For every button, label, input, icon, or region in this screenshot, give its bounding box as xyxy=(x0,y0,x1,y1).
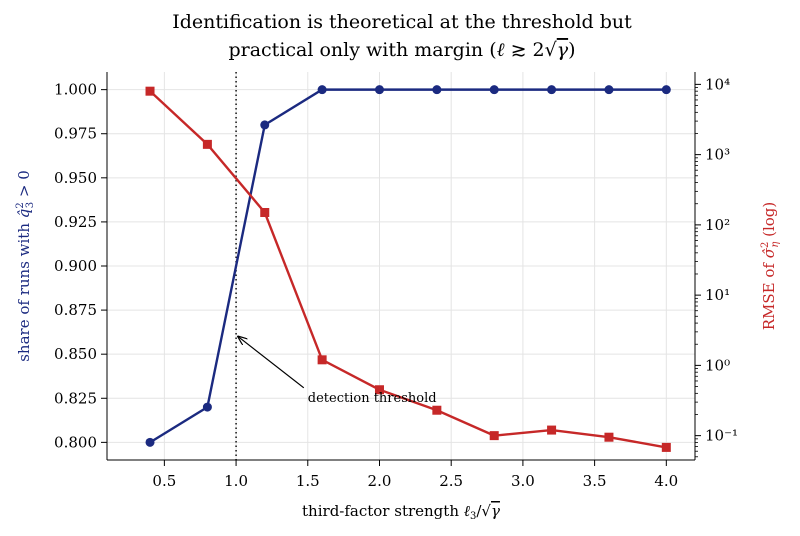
right-label-sup: 2 xyxy=(760,242,771,248)
left-y-tick-label: 1.000 xyxy=(54,81,97,99)
right-y-tick-label: 10⁰ xyxy=(705,356,730,374)
series-1-point xyxy=(661,85,671,95)
left-y-tick-label: 0.925 xyxy=(54,213,97,231)
x-tick-label: 2.5 xyxy=(439,472,463,490)
title-gamma: γ xyxy=(557,39,569,61)
axes-layer: 0.5 1.0 1.5 2.0 2.5 3.0 3.5 4.0 0.800 0.825 0.850 0… xyxy=(54,75,738,490)
chart-title-line1: Identification is theoretical at the thr… xyxy=(172,11,632,33)
series-1-point xyxy=(604,85,614,95)
annotation-arrow xyxy=(238,337,305,389)
title-line2-prefix: practical only with margin ( xyxy=(228,39,496,61)
series-2-point xyxy=(202,139,212,149)
series-2-point xyxy=(317,355,327,365)
x-tick-label: 4.0 xyxy=(654,472,678,490)
series-1-point xyxy=(260,120,270,130)
x-label-gamma: γ xyxy=(491,502,500,520)
x-label-prefix: third-factor strength xyxy=(302,502,464,520)
series-2-point xyxy=(489,431,499,441)
title-line2-suffix: ) xyxy=(568,39,575,61)
series-1-point xyxy=(374,85,384,95)
right-label-sigma: σ̂ xyxy=(760,247,778,258)
left-label-qhat: q̂ xyxy=(15,209,33,219)
series-2-point xyxy=(374,385,384,395)
series-1-point xyxy=(145,437,155,447)
left-label-suffix: > 0 xyxy=(15,170,33,202)
right-y-tick-label: 10³ xyxy=(705,146,730,164)
series-1-point xyxy=(202,402,212,412)
right-y-tick-label: 10² xyxy=(705,216,730,234)
x-tick-label: 1.5 xyxy=(296,472,320,490)
right-y-tick-label: 10⁴ xyxy=(705,75,730,93)
left-y-tick-label: 0.975 xyxy=(54,125,97,143)
left-label-prefix: share of runs with xyxy=(15,218,33,362)
series-1-point xyxy=(489,85,499,95)
x-tick-label: 3.0 xyxy=(511,472,535,490)
series-1-line xyxy=(149,88,667,444)
x-tick-label: 3.5 xyxy=(583,472,607,490)
left-y-tick-label: 0.950 xyxy=(54,169,97,187)
x-tick-label: 1.0 xyxy=(224,472,248,490)
series-2-point xyxy=(547,425,557,435)
x-tick-label: 2.0 xyxy=(368,472,392,490)
right-y-axis-label: RMSE of σ̂2η (log) xyxy=(760,202,781,331)
title-geq: ≳ 2√ xyxy=(505,39,558,61)
annotation-layer: detection threshold xyxy=(238,337,437,406)
x-axis-label: third-factor strength ℓ3/√γ xyxy=(302,502,500,522)
left-y-tick-label: 0.850 xyxy=(54,345,97,363)
right-y-tick-label: 10⁻¹ xyxy=(705,427,738,445)
x-label-over: /√ xyxy=(476,502,491,520)
series-1-point xyxy=(432,85,442,95)
series-2-point xyxy=(260,208,270,218)
x-tick-label: 0.5 xyxy=(152,472,176,490)
series-2-point xyxy=(432,405,442,415)
series-2-point xyxy=(661,442,671,452)
title-ell: ℓ xyxy=(497,39,505,61)
left-y-tick-label: 0.875 xyxy=(54,301,97,319)
left-label-sup: 2 xyxy=(15,202,26,208)
right-label-sub: η xyxy=(770,242,781,248)
series-2-point xyxy=(145,86,155,96)
series-1-point xyxy=(317,85,327,95)
right-label-prefix: RMSE of xyxy=(760,258,778,330)
left-y-tick-label: 0.800 xyxy=(54,433,97,451)
left-y-axis-label: share of runs with q̂23 > 0 xyxy=(15,170,36,362)
series-layer xyxy=(145,85,671,452)
left-y-tick-label: 0.900 xyxy=(54,257,97,275)
series-2-point xyxy=(604,432,614,442)
left-label-sub: 3 xyxy=(25,202,36,208)
chart-title-line2: practical only with margin (ℓ ≳ 2√γ) xyxy=(228,39,575,61)
x-label-ell: ℓ xyxy=(464,502,470,520)
annotation-label: detection threshold xyxy=(308,391,437,406)
series-2-line xyxy=(149,90,667,449)
x-label-sub: 3 xyxy=(470,511,476,522)
left-y-tick-label: 0.825 xyxy=(54,389,97,407)
right-y-tick-label: 10¹ xyxy=(705,286,730,304)
right-label-suffix: (log) xyxy=(760,202,778,242)
series-1-point xyxy=(547,85,557,95)
